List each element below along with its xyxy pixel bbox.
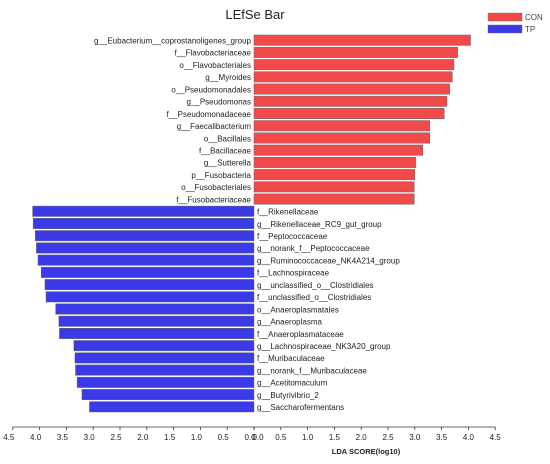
bar-g-lachnospiraceae-nk3a20-group bbox=[73, 340, 255, 352]
legend: CON TP bbox=[487, 12, 543, 34]
label-g-pseudomonas: g__Pseudomonas bbox=[187, 98, 252, 107]
label-o-flavobacteriales: o__Flavobacteriales bbox=[179, 61, 251, 70]
label-f-bacillaceae: f__Bacillaceae bbox=[199, 146, 252, 155]
tick-label-left-6: 1.5 bbox=[164, 433, 176, 442]
bar-o-pseudomonadales bbox=[253, 83, 450, 95]
bar-f-anaeroplasmataceae bbox=[59, 328, 255, 339]
bar-f-fusobacteriaceae bbox=[253, 193, 415, 205]
label-g-acetitomaculum: g__Acetitomaculum bbox=[257, 379, 328, 388]
bar-g-pseudomonas bbox=[253, 95, 448, 107]
tick-label-left-9: 0.0 bbox=[244, 433, 256, 442]
label-g-lachnospiraceae-nk3a20-group: g__Lachnospiraceae_NK3A20_group bbox=[257, 342, 391, 351]
tick-label-left-7: 1.0 bbox=[191, 433, 203, 442]
bar-p-fusobacteria bbox=[253, 169, 416, 181]
tick-label-right-4: 2.0 bbox=[356, 433, 368, 442]
tick-label-right-1: 0.5 bbox=[275, 433, 287, 442]
x-axis-title: LDA SCORE(log10) bbox=[332, 447, 401, 456]
legend-label-tp: TP bbox=[525, 25, 535, 34]
tick-label-left-4: 2.5 bbox=[110, 433, 122, 442]
bar-g-norank-f-peptococcaceae bbox=[36, 242, 255, 254]
tick-label-right-9: 4.5 bbox=[490, 433, 502, 442]
chart-title: LEfSe Bar bbox=[225, 7, 285, 22]
tick-label-left-0: 4.5 bbox=[3, 433, 15, 442]
label-o-fusobacteriales: o__Fusobacteriales bbox=[181, 183, 251, 192]
tick-label-right-5: 2.5 bbox=[382, 433, 394, 442]
label-g-ruminococcaceae-nk4a214-group: g__Ruminococcaceae_NK4A214_group bbox=[257, 256, 400, 265]
label-g-myroides: g__Myroides bbox=[205, 73, 251, 82]
bar-g-norank-f-muribaculaceae bbox=[75, 364, 255, 376]
tick-label-left-5: 2.0 bbox=[137, 433, 149, 442]
label-f-fusobacteriaceae: f__Fusobacteriaceae bbox=[176, 195, 251, 204]
tick-label-right-2: 1.0 bbox=[302, 433, 314, 442]
label-o-anaeroplasmatales: o__Anaeroplasmatales bbox=[257, 305, 339, 314]
label-g-rikenellaceae-rc9-gut-group: g__Rikenellaceae_RC9_gut_group bbox=[257, 220, 382, 229]
label-g-norank-f-peptococcaceae: g__norank_f__Peptococcaceae bbox=[257, 244, 370, 253]
label-g-faecalibacterium: g__Faecalibacterium bbox=[177, 122, 252, 131]
label-g-butyrivibrio-2: g__Butyrivibrio_2 bbox=[257, 391, 319, 400]
bar-f-muribaculaceae bbox=[74, 352, 255, 364]
bar-f-pseudomonadaceae bbox=[253, 108, 445, 119]
label-o-bacillales: o__Bacillales bbox=[204, 134, 251, 143]
bar-o-fusobacteriales bbox=[253, 181, 415, 193]
label-g-norank-f-muribaculaceae: g__norank_f__Muribaculaceae bbox=[257, 366, 367, 375]
bar-g-butyrivibrio-2 bbox=[81, 389, 255, 401]
label-p-fusobacteria: p__Fusobacteria bbox=[191, 171, 251, 180]
label-f-anaeroplasmataceae: f__Anaeroplasmataceae bbox=[257, 330, 344, 339]
label-f-unclassified-o-clostridiales: f__unclassified_o__Clostridiales bbox=[257, 293, 371, 302]
bar-f-unclassified-o-clostridiales bbox=[45, 291, 255, 303]
bar-f-bacillaceae bbox=[253, 144, 424, 156]
label-f-pseudomonadaceae: f__Pseudomonadaceae bbox=[166, 110, 251, 119]
label-f-rikenellaceae: f__Rikenellaceae bbox=[257, 208, 319, 217]
label-f-muribaculaceae: f__Muribaculaceae bbox=[257, 354, 325, 363]
tick-label-right-7: 3.5 bbox=[436, 433, 448, 442]
legend-label-con: CON bbox=[525, 13, 543, 22]
category-labels-group: g__Eubacterium__coprostanoligenes_groupf… bbox=[94, 37, 400, 413]
bar-g-ruminococcaceae-nk4a214-group bbox=[37, 254, 255, 266]
tick-label-left-2: 3.5 bbox=[57, 433, 69, 442]
bar-g-anaeroplasma bbox=[58, 315, 255, 327]
bar-g-acetitomaculum bbox=[76, 376, 255, 388]
bar-f-flavobacteriaceae bbox=[253, 46, 458, 58]
tick-label-right-8: 4.0 bbox=[463, 433, 475, 442]
tick-label-right-6: 3.0 bbox=[409, 433, 421, 442]
bar-g-sutterella bbox=[253, 156, 417, 168]
label-g-unclassified-o-clostridiales: g__unclassified_o__Clostridiales bbox=[257, 281, 374, 290]
bar-g-rikenellaceae-rc9-gut-group bbox=[32, 218, 255, 229]
label-g-saccharofermentans: g__Saccharofermentans bbox=[257, 403, 344, 412]
tick-label-right-3: 1.5 bbox=[329, 433, 341, 442]
legend-swatch-con bbox=[487, 12, 523, 22]
bar-g-unclassified-o-clostridiales bbox=[44, 279, 255, 291]
bars-group bbox=[32, 34, 471, 413]
tick-label-left-1: 4.0 bbox=[30, 433, 42, 442]
label-f-flavobacteriaceae: f__Flavobacteriaceae bbox=[175, 49, 252, 58]
label-f-lachnospiraceae: f__Lachnospiraceae bbox=[257, 269, 330, 278]
tick-label-left-8: 0.5 bbox=[218, 433, 230, 442]
bar-g-myroides bbox=[253, 71, 453, 83]
bar-f-peptococcaceae bbox=[35, 230, 255, 242]
legend-swatch-tp bbox=[487, 24, 523, 34]
bar-o-bacillales bbox=[253, 132, 431, 144]
bar-g-faecalibacterium bbox=[253, 120, 431, 132]
bar-o-anaeroplasmatales bbox=[55, 303, 255, 315]
bar-g-saccharofermentans bbox=[89, 401, 255, 413]
label-f-peptococcaceae: f__Peptococcaceae bbox=[257, 232, 328, 241]
x-axis: 4.5 4.0 3.5 3.0 2.5 2.0 1.5 1.0 0.5 0.00.0 0.5 1.0 1… bbox=[3, 426, 502, 442]
label-o-pseudomonadales: o__Pseudomonadales bbox=[171, 85, 251, 94]
bar-g-eubacterium-coprostanoligenes-group bbox=[253, 34, 471, 46]
label-g-anaeroplasma: g__Anaeroplasma bbox=[257, 318, 322, 327]
bar-o-flavobacteriales bbox=[253, 59, 455, 71]
label-g-sutterella: g__Sutterella bbox=[204, 159, 252, 168]
label-g-eubacterium-coprostanoligenes-group: g__Eubacterium__coprostanoligenes_group bbox=[94, 37, 252, 46]
bar-f-rikenellaceae bbox=[32, 205, 255, 217]
tick-label-right-0: 0.0 bbox=[252, 433, 264, 442]
tick-label-left-3: 3.0 bbox=[84, 433, 96, 442]
bar-f-lachnospiraceae bbox=[40, 266, 255, 278]
